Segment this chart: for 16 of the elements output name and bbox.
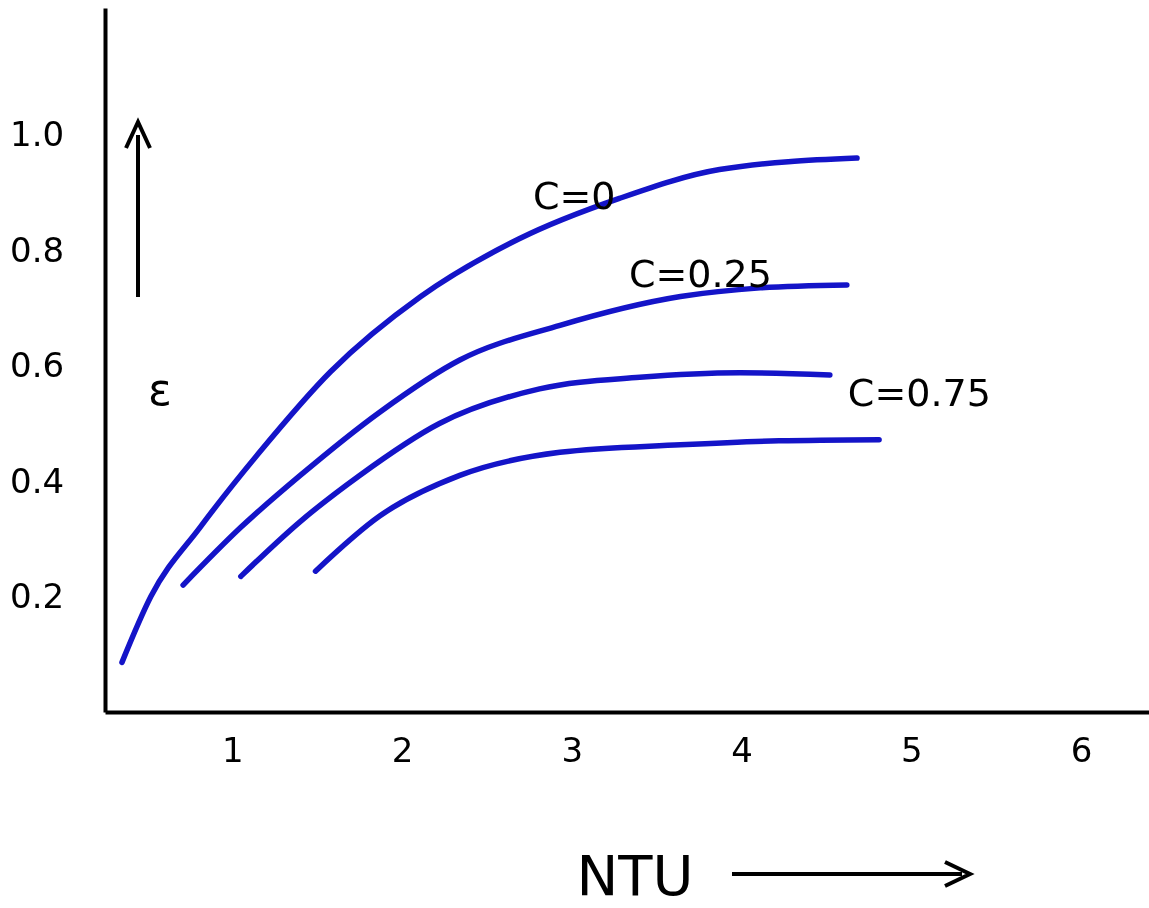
y-tick-label: 0.6 <box>10 345 65 386</box>
y-axis-title: ε <box>148 364 172 415</box>
x-tick-label: 4 <box>731 730 753 771</box>
y-tick-label: 0.4 <box>10 460 65 501</box>
y-tick-label: 0.2 <box>10 575 65 616</box>
x-tick-label: 2 <box>391 730 414 771</box>
x-tick-label: 1 <box>222 730 244 771</box>
series-label: C=0.75 <box>847 370 991 415</box>
x-tick-label: 3 <box>561 730 584 771</box>
x-axis-title: NTU <box>576 843 694 908</box>
x-tick-label: 5 <box>901 730 923 771</box>
x-tick-label: 6 <box>1070 730 1093 771</box>
y-tick-label: 1.0 <box>10 114 65 155</box>
series-label: C=0 <box>532 174 616 219</box>
series-label: C=0.25 <box>628 252 772 297</box>
y-tick-label: 0.8 <box>10 229 65 270</box>
